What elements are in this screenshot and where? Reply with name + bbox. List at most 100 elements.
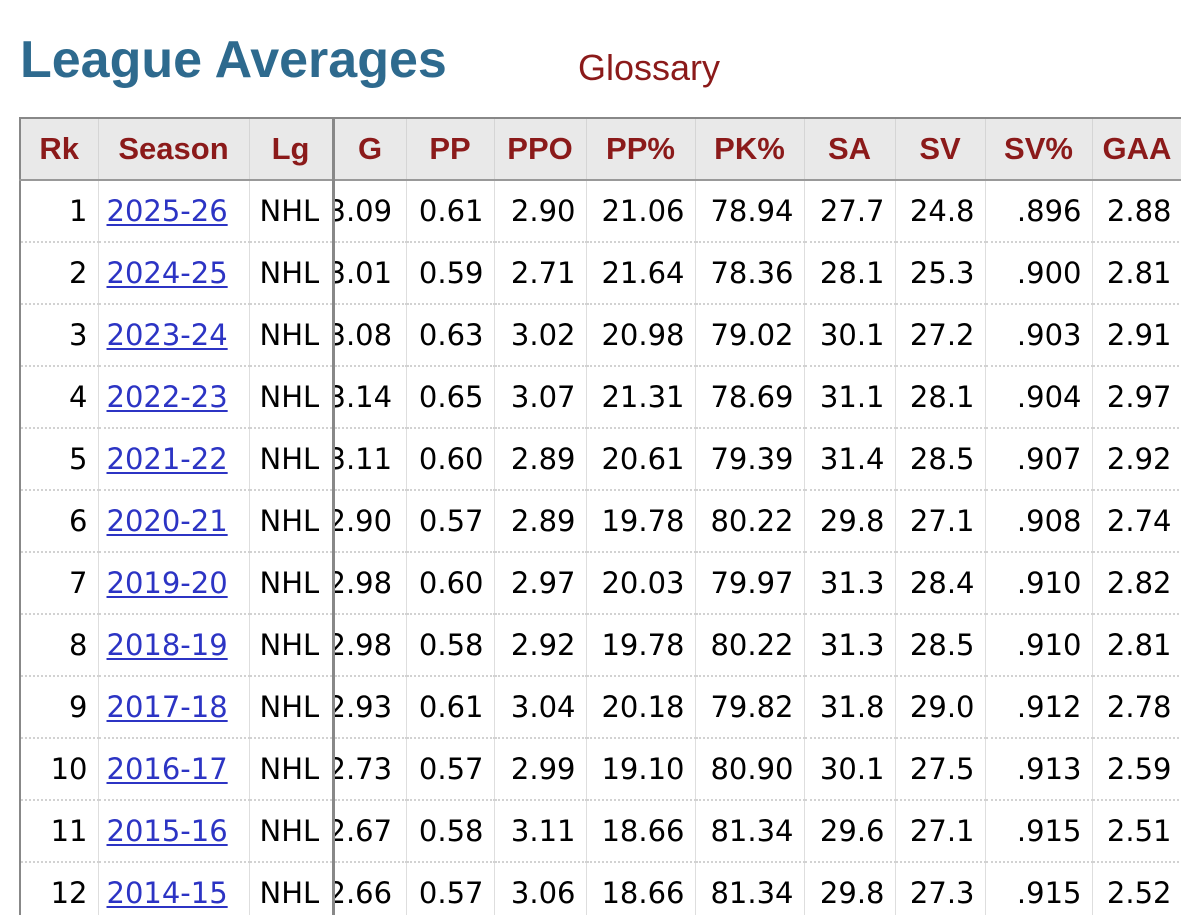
pk-pct-cell: 80.22 (694, 490, 805, 553)
season-link[interactable]: 2023-24 (106, 318, 228, 352)
table-body: 1 2025-26 NHL 3.09 0.61 2.90 21.06 78.94 27.7 24.… (19, 180, 1181, 915)
gaa-cell: 2.78 (1091, 676, 1181, 739)
season-link[interactable]: 2020-21 (106, 504, 228, 538)
gaa-cell: 2.82 (1091, 552, 1181, 615)
column-header-ppo[interactable]: PPO (493, 117, 587, 181)
sv-cell: 27.1 (894, 490, 986, 553)
column-header-sv[interactable]: SV (894, 117, 986, 181)
pp-cell: 0.57 (405, 490, 495, 553)
pk-pct-cell: 78.94 (694, 180, 805, 243)
sa-cell: 31.8 (803, 676, 896, 739)
rk-cell: 5 (19, 428, 99, 491)
pp-pct-cell: 19.78 (585, 490, 696, 553)
sv-pct-cell: .900 (984, 242, 1093, 305)
column-header-pp[interactable]: PP (405, 117, 495, 181)
pp-cell: 0.59 (405, 242, 495, 305)
pp-cell: 0.65 (405, 366, 495, 429)
season-cell: 2021-22 (97, 428, 250, 491)
sa-cell: 27.7 (803, 180, 896, 243)
pp-pct-cell: 20.98 (585, 304, 696, 367)
column-header-g[interactable]: G (332, 117, 407, 181)
sv-cell: 27.5 (894, 738, 986, 801)
table-header-row: Rk Season Lg G PP PPO PP% PK% SA SV SV% GAA (19, 117, 1181, 181)
pp-pct-cell: 20.61 (585, 428, 696, 491)
gaa-cell: 2.92 (1091, 428, 1181, 491)
lg-cell: NHL (248, 242, 335, 305)
column-header-sv-pct[interactable]: SV% (984, 117, 1093, 181)
g-cell: 3.09 (332, 180, 407, 243)
season-cell: 2018-19 (97, 614, 250, 677)
ppo-cell: 3.06 (493, 862, 587, 915)
sv-cell: 28.5 (894, 614, 986, 677)
season-cell: 2023-24 (97, 304, 250, 367)
season-cell: 2020-21 (97, 490, 250, 553)
season-link[interactable]: 2019-20 (106, 566, 228, 600)
pk-pct-cell: 78.69 (694, 366, 805, 429)
season-link[interactable]: 2025-26 (106, 194, 228, 228)
season-link[interactable]: 2022-23 (106, 380, 228, 414)
column-header-pk-pct[interactable]: PK% (694, 117, 805, 181)
pk-pct-cell: 79.02 (694, 304, 805, 367)
table-row: 4 2022-23 NHL 3.14 0.65 3.07 21.31 78.69 31.1 28.… (19, 366, 1181, 429)
column-header-gaa[interactable]: GAA (1091, 117, 1181, 181)
column-header-season[interactable]: Season (97, 117, 250, 181)
season-cell: 2015-16 (97, 800, 250, 863)
table-row: 7 2019-20 NHL 2.98 0.60 2.97 20.03 79.97 31.3 28.… (19, 552, 1181, 615)
pp-cell: 0.57 (405, 738, 495, 801)
ppo-cell: 2.71 (493, 242, 587, 305)
sv-cell: 27.1 (894, 800, 986, 863)
pk-pct-cell: 80.22 (694, 614, 805, 677)
table-row: 2 2024-25 NHL 3.01 0.59 2.71 21.64 78.36 28.1 25.… (19, 242, 1181, 305)
rk-cell: 10 (19, 738, 99, 801)
pp-pct-cell: 18.66 (585, 862, 696, 915)
g-cell: 3.11 (332, 428, 407, 491)
pp-pct-cell: 20.03 (585, 552, 696, 615)
pp-cell: 0.57 (405, 862, 495, 915)
sv-pct-cell: .903 (984, 304, 1093, 367)
pp-pct-cell: 18.66 (585, 800, 696, 863)
g-cell: 2.73 (332, 738, 407, 801)
gaa-cell: 2.81 (1091, 614, 1181, 677)
season-link[interactable]: 2017-18 (106, 690, 228, 724)
pk-pct-cell: 81.34 (694, 800, 805, 863)
column-header-pp-pct[interactable]: PP% (585, 117, 696, 181)
season-link[interactable]: 2014-15 (106, 876, 228, 910)
ppo-cell: 2.97 (493, 552, 587, 615)
column-header-rk[interactable]: Rk (19, 117, 99, 181)
season-link[interactable]: 2024-25 (106, 256, 228, 290)
sv-pct-cell: .910 (984, 614, 1093, 677)
sv-cell: 27.2 (894, 304, 986, 367)
sv-pct-cell: .915 (984, 862, 1093, 915)
page-heading: League Averages Glossary (20, 28, 1190, 98)
glossary-link[interactable]: Glossary (578, 47, 721, 88)
pp-pct-cell: 19.78 (585, 614, 696, 677)
sv-pct-cell: .907 (984, 428, 1093, 491)
lg-cell: NHL (248, 614, 335, 677)
pp-cell: 0.58 (405, 800, 495, 863)
sv-cell: 29.0 (894, 676, 986, 739)
sv-cell: 27.3 (894, 862, 986, 915)
season-link[interactable]: 2021-22 (106, 442, 228, 476)
sv-pct-cell: .913 (984, 738, 1093, 801)
g-cell: 2.90 (332, 490, 407, 553)
table-row: 3 2023-24 NHL 3.08 0.63 3.02 20.98 79.02 30.1 27.… (19, 304, 1181, 367)
sa-cell: 30.1 (803, 304, 896, 367)
column-header-sa[interactable]: SA (803, 117, 896, 181)
g-cell: 3.01 (332, 242, 407, 305)
season-link[interactable]: 2016-17 (106, 752, 228, 786)
sv-pct-cell: .896 (984, 180, 1093, 243)
g-cell: 2.93 (332, 676, 407, 739)
season-link[interactable]: 2015-16 (106, 814, 228, 848)
sv-pct-cell: .910 (984, 552, 1093, 615)
pp-cell: 0.60 (405, 428, 495, 491)
pk-pct-cell: 78.36 (694, 242, 805, 305)
league-averages-table-container: Rk Season Lg G PP PPO PP% PK% SA SV SV% GAA 1 2025-2… (19, 117, 1181, 915)
rk-cell: 11 (19, 800, 99, 863)
column-header-lg[interactable]: Lg (248, 117, 335, 181)
sv-pct-cell: .915 (984, 800, 1093, 863)
sv-pct-cell: .908 (984, 490, 1093, 553)
season-link[interactable]: 2018-19 (106, 628, 228, 662)
season-cell: 2024-25 (97, 242, 250, 305)
pp-pct-cell: 21.64 (585, 242, 696, 305)
gaa-cell: 2.88 (1091, 180, 1181, 243)
